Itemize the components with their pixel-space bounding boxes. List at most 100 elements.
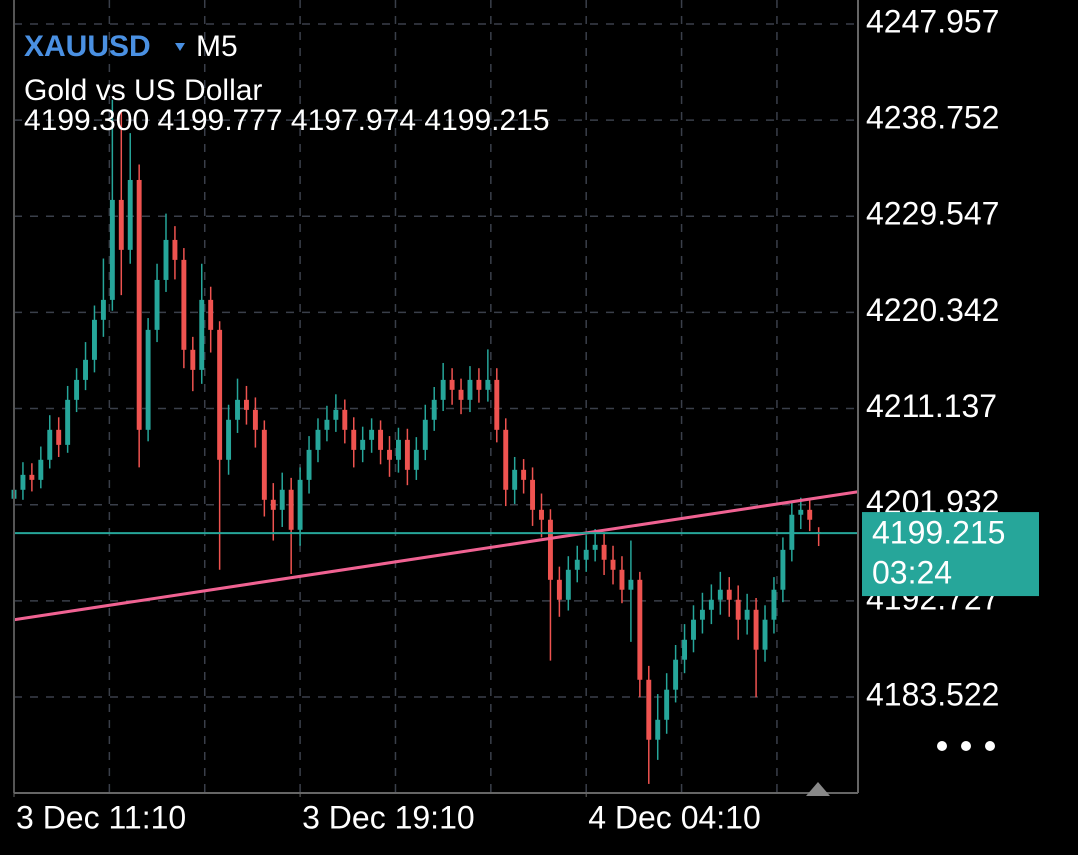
candle-body [127,179,133,250]
candle-body [735,599,741,620]
menu-dot[interactable] [985,741,995,751]
menu-dot[interactable] [937,741,947,751]
candle-body [261,429,267,500]
trendline [13,490,859,622]
candle-body [628,579,634,590]
candle-body [771,589,777,620]
candle-body [691,619,696,640]
candle-body [664,689,670,720]
candle-body [530,479,536,510]
candle-body [154,279,160,330]
candle-body [190,349,196,370]
candle-body [431,399,437,420]
candle-body [449,379,455,390]
candle-body [181,259,187,350]
candle-body [360,439,366,450]
candle-body [413,449,419,470]
candle-body [610,559,616,570]
candle-body [395,439,401,460]
x-tick-label: 4 Dec 04:10 [588,799,761,835]
candle-body [494,379,500,430]
candle-body [235,399,240,420]
y-tick-label: 4229.547 [866,196,999,232]
candle-body [38,459,44,480]
symbol[interactable]: XAUUSD [24,30,151,63]
menu-dot[interactable] [961,741,971,751]
candle-body [717,589,723,600]
x-tick-label: 3 Dec 11:10 [16,799,186,835]
candle-body [539,509,544,520]
y-tick-label: 4247.957 [866,3,999,39]
candle-body [780,549,786,590]
symbol-dropdown[interactable] [175,43,185,51]
candle-body [699,609,705,620]
candle-body [592,544,598,550]
candle-body [252,409,258,430]
candle-body [458,389,464,400]
ohlc-info: 4199.300 4199.777 4197.974 4199.215 [24,104,550,137]
candle-body [440,379,446,400]
candle-body [351,429,357,450]
candle-body [109,199,115,300]
candle-body [387,449,392,460]
candle-body [798,509,804,515]
description: Gold vs US Dollar [24,74,262,107]
candle-body [83,359,88,380]
candle-body [646,679,652,740]
scroll-handle[interactable] [806,782,830,796]
candle-body [288,489,294,530]
candle-body [333,409,339,420]
candle-body [136,179,142,430]
candle-body [556,579,562,600]
y-tick-label: 4183.522 [866,676,999,712]
candle-body [369,429,375,440]
candle-body [217,329,223,460]
candle-body [172,239,178,260]
candle-body [673,659,679,690]
candle-body [243,399,249,410]
candle-body [163,239,169,280]
candle-body [512,469,518,490]
candle-body [744,609,750,620]
candle-body [118,199,124,250]
candle-body [503,429,509,490]
candle-body [619,569,625,590]
candle-body [279,489,285,510]
x-tick-label: 3 Dec 19:10 [302,799,475,835]
candle-body [422,419,428,450]
candle-body [726,589,732,600]
timeframe[interactable]: M5 [196,30,238,63]
candle-body [762,619,768,650]
candle-body [485,379,491,390]
candle-body [199,299,205,370]
candle-body [467,379,473,400]
candle-body [547,519,553,580]
candle-body [682,639,688,660]
candle-body [92,319,97,360]
candle-body [601,544,607,560]
candle-body [306,449,312,480]
candle-body [324,419,330,430]
candle-body [297,479,303,530]
countdown: 03:24 [872,555,952,591]
candle-body [20,474,26,490]
candle-body [56,429,62,445]
candle-body [565,569,571,600]
candle-body [47,429,53,460]
candle-body [270,499,276,510]
candle-body [708,599,714,610]
candle-body [404,439,410,470]
y-tick-label: 4211.137 [866,388,997,424]
candle-body [753,609,759,650]
current-price-label: 4199.215 [872,515,1005,551]
y-tick-label: 4238.752 [866,100,999,136]
candle-body [342,409,348,430]
axes: 4247.957 4238.752 4229.547 4220.342 4211.137… [13,3,999,835]
candle-body [476,379,482,390]
candle-body [807,509,813,520]
price-label: 4199.215 03:24 [862,512,1039,597]
candle-body [655,719,661,740]
marks [11,99,859,784]
